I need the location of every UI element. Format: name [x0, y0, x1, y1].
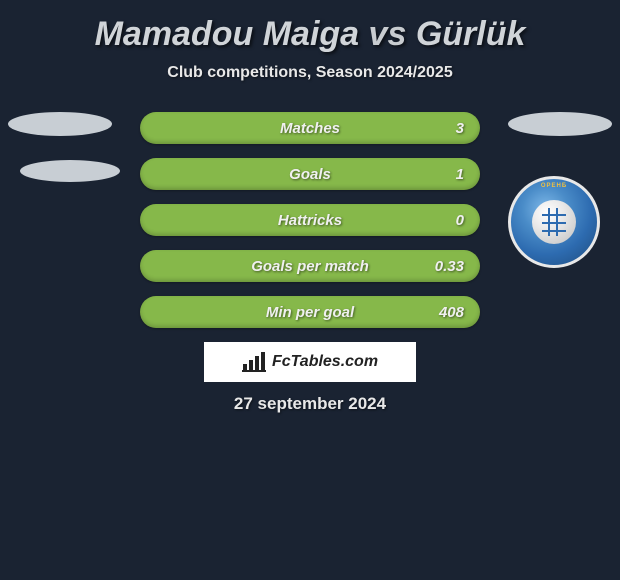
player1-silhouette-head	[8, 112, 112, 136]
vs-separator: vs	[369, 15, 407, 53]
subtitle: Club competitions, Season 2024/2025	[0, 64, 620, 82]
footer-date: 27 september 2024	[0, 394, 620, 414]
comparison-card: Mamadou Maiga vs Gürlük Club competition…	[0, 0, 620, 424]
stat-label: Matches	[280, 120, 340, 137]
stats-area: ОРЕНБ Matches 3 Goals 1 Hattricks 0 Goal…	[0, 112, 620, 328]
player1-silhouette-body	[20, 160, 120, 182]
stat-row-hattricks: Hattricks 0	[140, 204, 480, 236]
stat-value: 1	[456, 166, 464, 183]
club-badge-ball-icon	[532, 200, 576, 244]
bar-chart-icon	[242, 352, 266, 372]
stat-label: Goals per match	[251, 258, 369, 275]
player2-name: Gürlük	[416, 15, 526, 53]
player1-avatar-column	[8, 112, 120, 182]
stat-label: Hattricks	[278, 212, 342, 229]
footer-brand[interactable]: FcTables.com	[204, 342, 416, 382]
club-badge-text: ОРЕНБ	[541, 183, 567, 189]
stat-label: Min per goal	[266, 304, 354, 321]
player2-silhouette-head	[508, 112, 612, 136]
stat-row-matches: Matches 3	[140, 112, 480, 144]
footer-brand-text: FcTables.com	[272, 353, 378, 371]
stat-row-min-per-goal: Min per goal 408	[140, 296, 480, 328]
stat-value: 0	[456, 212, 464, 229]
player2-avatar-column: ОРЕНБ	[508, 112, 612, 268]
stat-row-goals-per-match: Goals per match 0.33	[140, 250, 480, 282]
stat-rows: Matches 3 Goals 1 Hattricks 0 Goals per …	[140, 112, 480, 328]
player1-name: Mamadou Maiga	[95, 15, 359, 53]
stat-row-goals: Goals 1	[140, 158, 480, 190]
page-title: Mamadou Maiga vs Gürlük	[0, 15, 620, 54]
stat-label: Goals	[289, 166, 331, 183]
stat-value: 0.33	[435, 258, 464, 275]
club-badge: ОРЕНБ	[508, 176, 600, 268]
stat-value: 408	[439, 304, 464, 321]
stat-value: 3	[456, 120, 464, 137]
